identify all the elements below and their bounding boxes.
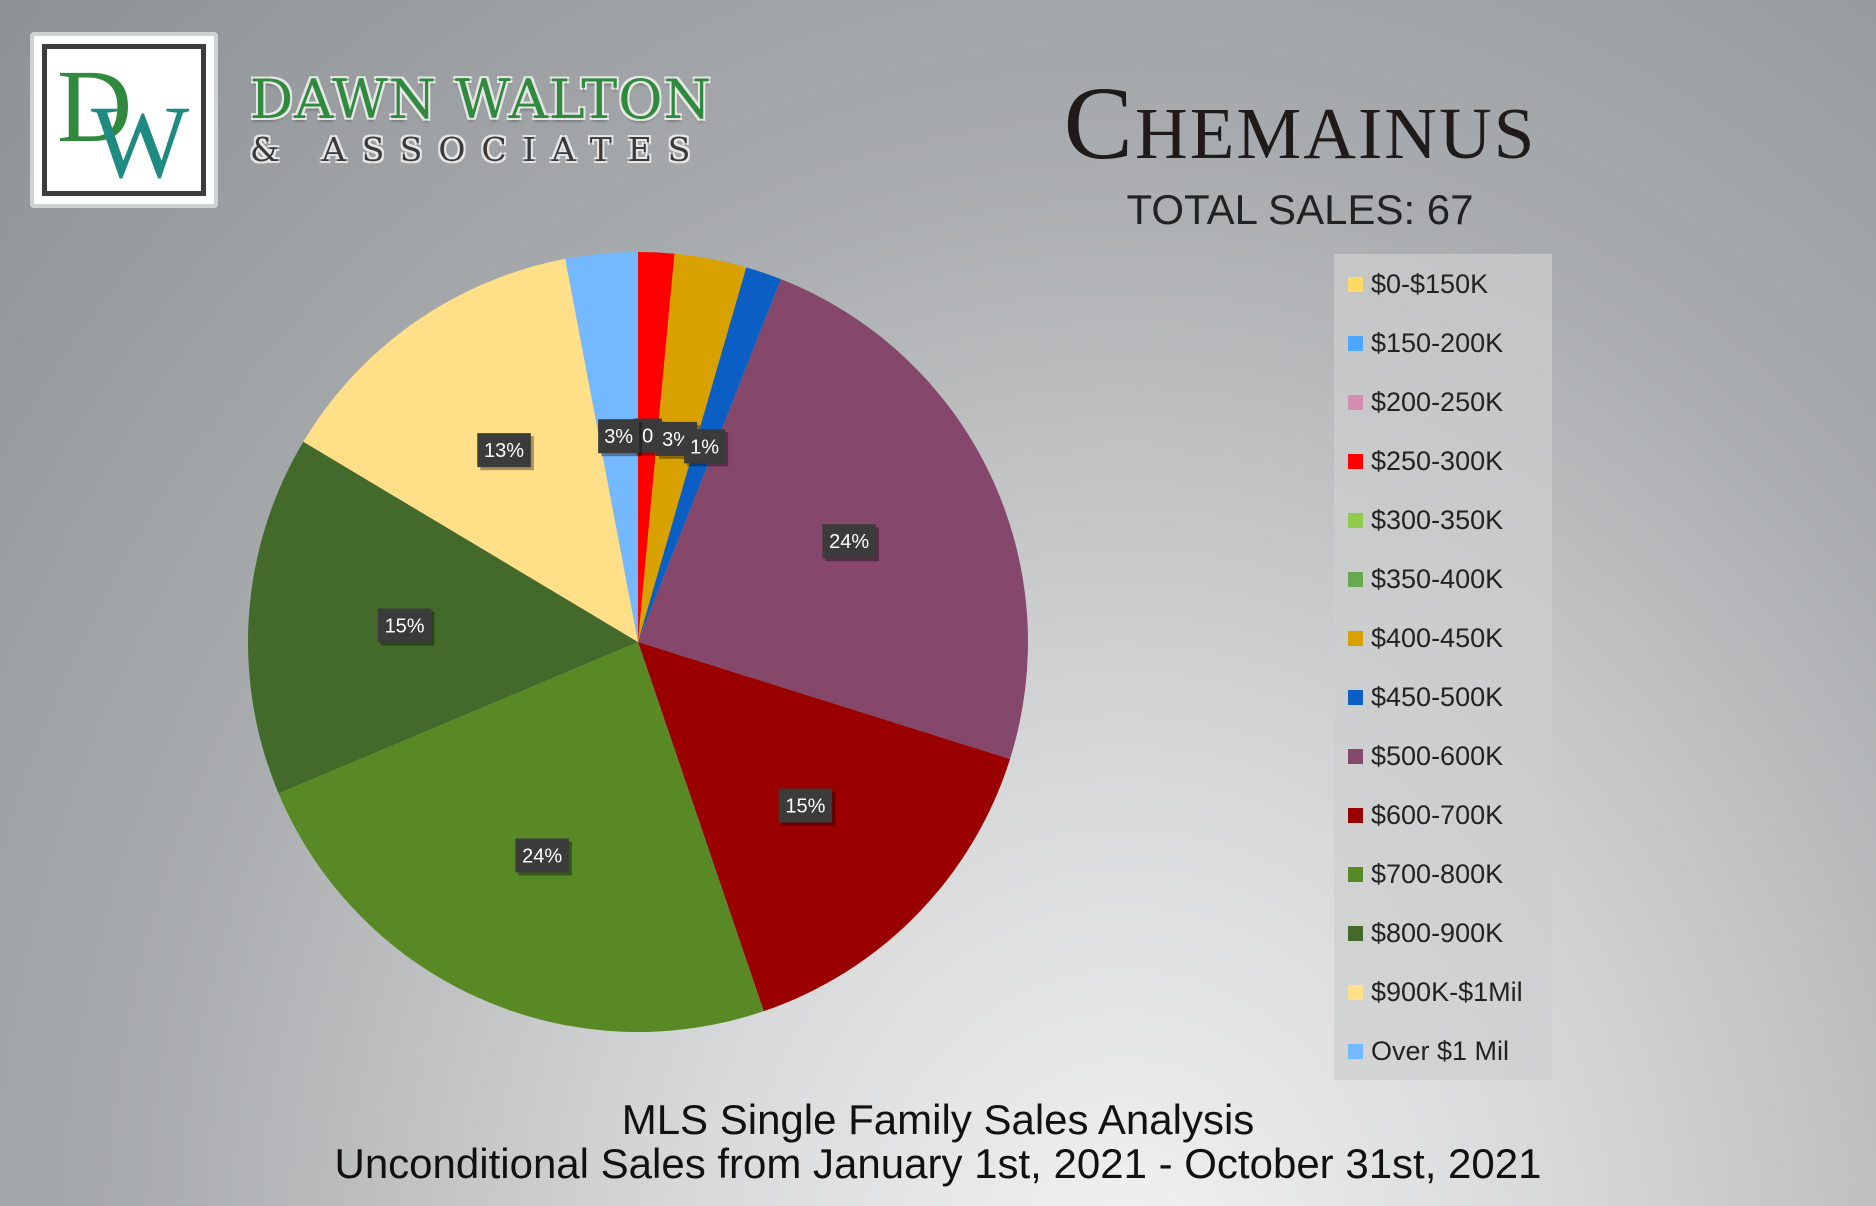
legend-swatch (1348, 512, 1363, 528)
legend-swatch (1348, 866, 1363, 882)
data-label-box (377, 608, 432, 643)
brand-subtitle: & ASSOCIATES (250, 130, 707, 169)
data-label: 1% (684, 429, 729, 467)
legend-label: $300-350K (1371, 504, 1504, 535)
legend-item: $150-200K (1348, 325, 1503, 361)
logo: D W (30, 32, 218, 208)
legend-label: $500-600K (1371, 740, 1504, 771)
data-label-box (778, 788, 833, 823)
legend-swatch (1348, 984, 1363, 1000)
legend-item: $350-400K (1348, 561, 1503, 597)
data-label-text: 3% (662, 429, 691, 451)
logo-frame: D W (42, 44, 206, 196)
legend-swatch (1348, 925, 1363, 941)
legend-swatch (1348, 571, 1363, 587)
legend-label: $800-900K (1371, 917, 1504, 948)
legend-label: $900K-$1Mil (1371, 976, 1523, 1007)
legend-swatch (1348, 453, 1363, 469)
data-label-box (598, 419, 640, 454)
slice-600-700k (638, 642, 1011, 1012)
data-label: 13% (477, 433, 534, 471)
data-label-box (822, 524, 876, 559)
legend-item: $900K-$1Mil (1348, 974, 1523, 1010)
legend-item: $500-600K (1348, 738, 1503, 774)
legend-swatch (1348, 335, 1363, 351)
legend-label: $450-500K (1371, 681, 1504, 712)
legend-swatch (1348, 807, 1363, 823)
slice-500-600k (638, 279, 1028, 760)
data-label-text: 3% (604, 426, 633, 448)
legend-item: $800-900K (1348, 915, 1503, 951)
legend-item: $250-300K (1348, 443, 1503, 479)
data-label: 15% (377, 608, 435, 646)
legend-label: $600-700K (1371, 799, 1504, 830)
legend-item: $400-450K (1348, 620, 1503, 656)
data-label-box (684, 429, 726, 464)
legend-label: $700-800K (1371, 858, 1504, 889)
pie-data-labels: 0 3% 1%24%15%24%15%13%3% (377, 418, 879, 876)
slice-700-800k (278, 642, 764, 1032)
total-sales: TOTAL SALES: 67 (1126, 186, 1474, 233)
data-label: 15% (778, 788, 836, 826)
data-label: 24% (515, 838, 572, 876)
legend-item: $0-$150K (1348, 266, 1488, 302)
monogram-w: W (91, 85, 189, 189)
monogram-d: D (57, 49, 132, 164)
legend-swatch (1348, 748, 1363, 764)
data-label-text: 15% (385, 616, 425, 638)
legend-swatch (1348, 1043, 1363, 1059)
footer-title: MLS Single Family Sales Analysis (621, 1096, 1255, 1143)
legend-label: $0-$150K (1371, 268, 1489, 299)
legend-swatch (1348, 394, 1363, 410)
legend-item: $450-500K (1348, 679, 1503, 715)
data-label-box (515, 838, 569, 873)
legend-label: $350-400K (1371, 563, 1504, 594)
data-label-text: 24% (522, 845, 562, 867)
legend-label: Over $1 Mil (1371, 1035, 1510, 1066)
data-label-text: 15% (785, 796, 825, 818)
legend-swatch (1348, 276, 1363, 292)
chart-legend: $0-$150K $150-200K $200-250K $250-300K $300-… (1334, 254, 1552, 1080)
legend-item: Over $1 Mil (1348, 1033, 1509, 1069)
legend-swatch (1348, 630, 1363, 646)
slice-900k-1mil (303, 258, 638, 642)
legend-item: $200-250K (1348, 384, 1503, 420)
legend-swatch (1348, 689, 1363, 705)
data-label-box (477, 433, 531, 468)
legend-label: $400-450K (1371, 622, 1504, 653)
legend-item: $600-700K (1348, 797, 1503, 833)
footer-date-range: Unconditional Sales from January 1st, 20… (334, 1140, 1542, 1187)
legend-item: $300-350K (1348, 502, 1503, 538)
pie-chart: 0 3% 1%24%15%24%15%13%3% (248, 252, 1028, 1032)
dw-monogram-icon: D W (57, 49, 189, 189)
legend-label: $150-200K (1371, 327, 1504, 358)
data-label-text: 13% (484, 440, 524, 462)
slice-800-900k (248, 441, 638, 794)
data-label: 3% (598, 419, 643, 457)
legend-label: $200-250K (1371, 386, 1504, 417)
city-title: Chemainus (1063, 66, 1537, 181)
pie-slices (248, 252, 1028, 1032)
data-label-text: 0 (642, 426, 653, 448)
legend-label: $250-300K (1371, 445, 1504, 476)
data-label-text: 24% (829, 531, 869, 553)
brand-name: DAWN WALTON (250, 68, 712, 131)
data-label: 24% (822, 524, 879, 562)
data-label-text: 1% (690, 436, 719, 458)
legend-item: $700-800K (1348, 856, 1503, 892)
